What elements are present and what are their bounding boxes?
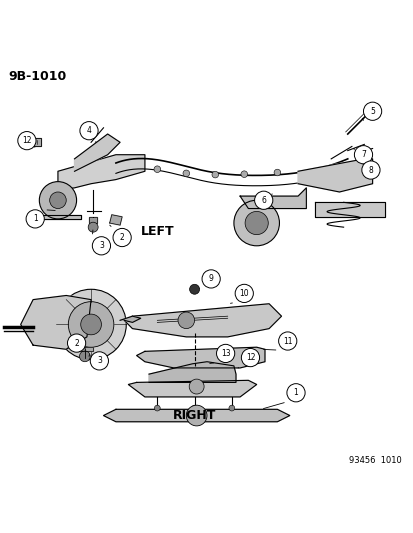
Circle shape	[233, 200, 279, 246]
Text: 12: 12	[245, 353, 254, 362]
Circle shape	[56, 289, 126, 360]
Circle shape	[154, 405, 160, 411]
Text: LEFT: LEFT	[140, 225, 174, 238]
Circle shape	[244, 212, 268, 235]
Polygon shape	[136, 347, 264, 368]
Circle shape	[286, 384, 304, 402]
Polygon shape	[240, 188, 306, 208]
Text: 9B-1010: 9B-1010	[8, 70, 66, 83]
Circle shape	[79, 351, 90, 362]
Circle shape	[354, 146, 372, 164]
Text: 9: 9	[208, 274, 213, 284]
Polygon shape	[109, 215, 122, 225]
Circle shape	[88, 222, 98, 232]
Text: 2: 2	[119, 233, 124, 242]
Circle shape	[241, 349, 259, 367]
Circle shape	[178, 312, 194, 329]
Circle shape	[92, 237, 110, 255]
Polygon shape	[124, 304, 281, 337]
Text: 11: 11	[282, 336, 292, 345]
Text: 3: 3	[99, 241, 104, 251]
Text: 1: 1	[293, 388, 298, 397]
Text: 13: 13	[220, 349, 230, 358]
Circle shape	[68, 302, 114, 347]
Circle shape	[186, 405, 206, 426]
Circle shape	[363, 102, 381, 120]
Circle shape	[235, 284, 253, 303]
Circle shape	[361, 161, 379, 179]
Circle shape	[191, 405, 197, 411]
Text: 10: 10	[239, 289, 249, 298]
Polygon shape	[128, 381, 256, 397]
Polygon shape	[23, 138, 41, 147]
Text: 93456  1010: 93456 1010	[348, 456, 401, 465]
Circle shape	[26, 210, 44, 228]
Text: 6: 6	[261, 196, 266, 205]
Circle shape	[183, 170, 189, 176]
Text: 12: 12	[22, 136, 31, 145]
Circle shape	[67, 334, 85, 352]
Circle shape	[80, 122, 98, 140]
Text: 8: 8	[368, 166, 373, 174]
Circle shape	[254, 191, 272, 209]
Polygon shape	[58, 155, 145, 190]
Text: 1: 1	[33, 214, 38, 223]
Circle shape	[189, 284, 199, 294]
Circle shape	[211, 171, 218, 178]
Circle shape	[240, 171, 247, 177]
Bar	[366, 109, 373, 116]
Text: 2: 2	[74, 338, 79, 348]
Circle shape	[278, 332, 296, 350]
Text: 3: 3	[97, 357, 102, 366]
Circle shape	[90, 352, 108, 370]
Circle shape	[50, 192, 66, 208]
Circle shape	[273, 169, 280, 176]
Circle shape	[113, 229, 131, 247]
Circle shape	[216, 344, 234, 362]
Polygon shape	[120, 316, 140, 322]
Circle shape	[18, 132, 36, 150]
Polygon shape	[149, 362, 235, 382]
Polygon shape	[74, 134, 120, 171]
Circle shape	[154, 166, 160, 173]
Text: 4: 4	[86, 126, 91, 135]
Text: 7: 7	[360, 150, 365, 159]
Polygon shape	[314, 203, 384, 217]
Text: RIGHT: RIGHT	[173, 409, 216, 422]
Polygon shape	[76, 347, 93, 351]
Polygon shape	[103, 409, 289, 422]
Circle shape	[81, 314, 101, 335]
Polygon shape	[89, 217, 97, 223]
Polygon shape	[35, 215, 81, 219]
Text: 5: 5	[369, 107, 374, 116]
Polygon shape	[297, 159, 372, 192]
Circle shape	[189, 379, 204, 394]
Polygon shape	[21, 295, 91, 349]
Circle shape	[202, 270, 220, 288]
Circle shape	[228, 405, 234, 411]
Circle shape	[39, 182, 76, 219]
